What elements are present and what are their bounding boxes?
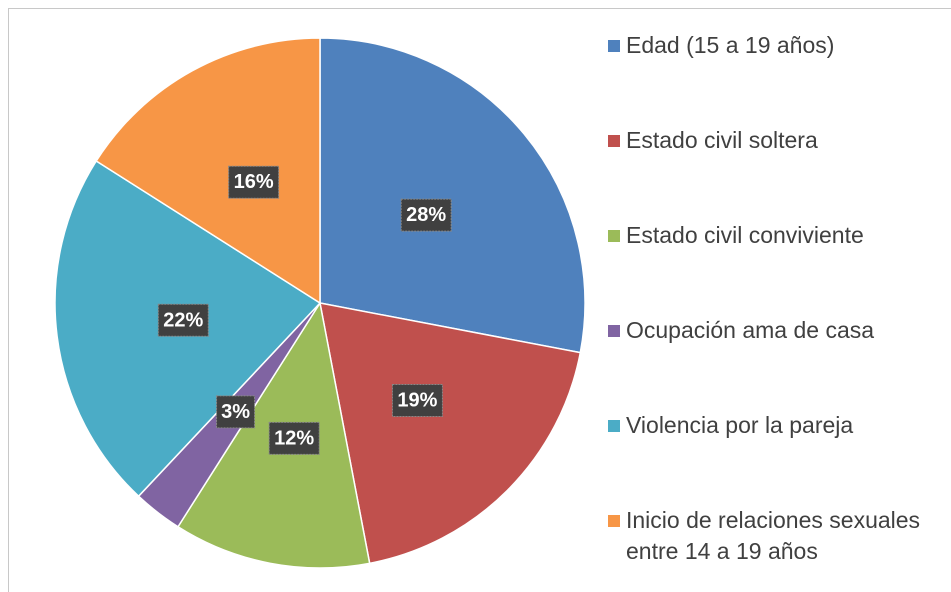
- pie-slice: [95, 37, 321, 305]
- legend-swatch: [608, 230, 620, 242]
- legend-entry: Estado civil soltera: [608, 125, 948, 156]
- legend-label: Inicio de relaciones sexuales entre 14 a…: [626, 507, 921, 564]
- chart-frame: [8, 8, 951, 592]
- data-label: 22%: [163, 309, 203, 331]
- legend-swatch: [608, 420, 620, 432]
- data-label: 3%: [221, 401, 250, 423]
- data-label-box: [268, 421, 320, 455]
- data-label: 28%: [406, 204, 446, 226]
- legend-swatch: [608, 325, 620, 337]
- data-label: 16%: [234, 171, 274, 193]
- data-label-box: [157, 303, 209, 337]
- legend-label: Violencia por la pareja: [626, 412, 854, 438]
- legend-entry: Ocupación ama de casa: [608, 315, 948, 346]
- data-label-box: [228, 165, 280, 199]
- pie-slice: [319, 302, 582, 565]
- pie-slice: [319, 37, 586, 354]
- data-label-box: [400, 198, 452, 232]
- data-label-box: [391, 383, 443, 417]
- legend-swatch: [608, 515, 620, 527]
- data-label: 12%: [274, 427, 314, 449]
- legend-swatch: [608, 40, 620, 52]
- data-label: 19%: [397, 389, 437, 411]
- legend-label: Ocupación ama de casa: [626, 317, 875, 343]
- legend-entry: Estado civil conviviente: [608, 220, 948, 251]
- data-label-box: [216, 395, 256, 429]
- legend-entry: Violencia por la pareja: [608, 410, 948, 441]
- legend-label: Edad (15 a 19 años): [626, 32, 835, 58]
- legend-entry: Inicio de relaciones sexuales entre 14 a…: [608, 505, 948, 567]
- legend-swatch: [608, 135, 620, 147]
- legend-label: Estado civil soltera: [626, 127, 818, 153]
- legend-label: Estado civil conviviente: [626, 222, 864, 248]
- legend-entry: Edad (15 a 19 años): [608, 30, 948, 61]
